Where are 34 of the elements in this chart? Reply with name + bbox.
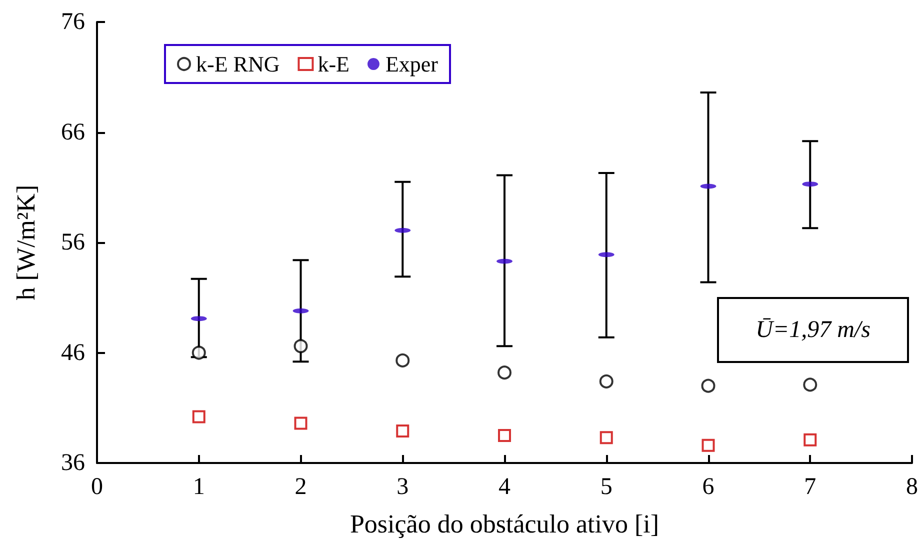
y-tick-label: 76 xyxy=(61,9,85,35)
legend-label: k-E RNG xyxy=(196,52,280,76)
point xyxy=(294,339,308,354)
point xyxy=(294,416,308,430)
point xyxy=(192,346,206,360)
point xyxy=(600,431,613,444)
y-tick-label: 36 xyxy=(61,450,85,476)
x-tick-label: 4 xyxy=(498,474,510,500)
x-tick-label: 1 xyxy=(192,474,205,500)
point xyxy=(396,424,410,438)
point xyxy=(803,378,818,392)
point xyxy=(396,353,410,368)
x-tick-label: 7 xyxy=(804,474,816,500)
point xyxy=(498,366,512,380)
y-tick-label: 66 xyxy=(61,119,85,146)
y-tick-label: 46 xyxy=(61,340,85,366)
annotation: Ū=1,97 m/s xyxy=(756,317,870,343)
x-tick-label: 8 xyxy=(906,474,918,500)
point xyxy=(702,438,715,452)
point xyxy=(498,428,511,442)
legend-label: Exper xyxy=(385,52,439,76)
y-axis-title: h [W/m²K] xyxy=(12,184,40,300)
x-tick-label: 3 xyxy=(396,474,409,500)
x-tick-label: 5 xyxy=(600,474,612,500)
point xyxy=(804,433,817,446)
x-tick-label: 0 xyxy=(91,474,103,500)
point xyxy=(599,374,614,388)
x-axis-title: Posição do obstáculo ativo [i] xyxy=(350,510,660,538)
point xyxy=(701,378,716,393)
point xyxy=(192,410,206,424)
legend-label: k-E xyxy=(318,52,350,76)
x-tick-label: 2 xyxy=(294,474,307,500)
x-tick-label: 6 xyxy=(702,474,714,500)
y-tick-label: 56 xyxy=(61,230,85,256)
